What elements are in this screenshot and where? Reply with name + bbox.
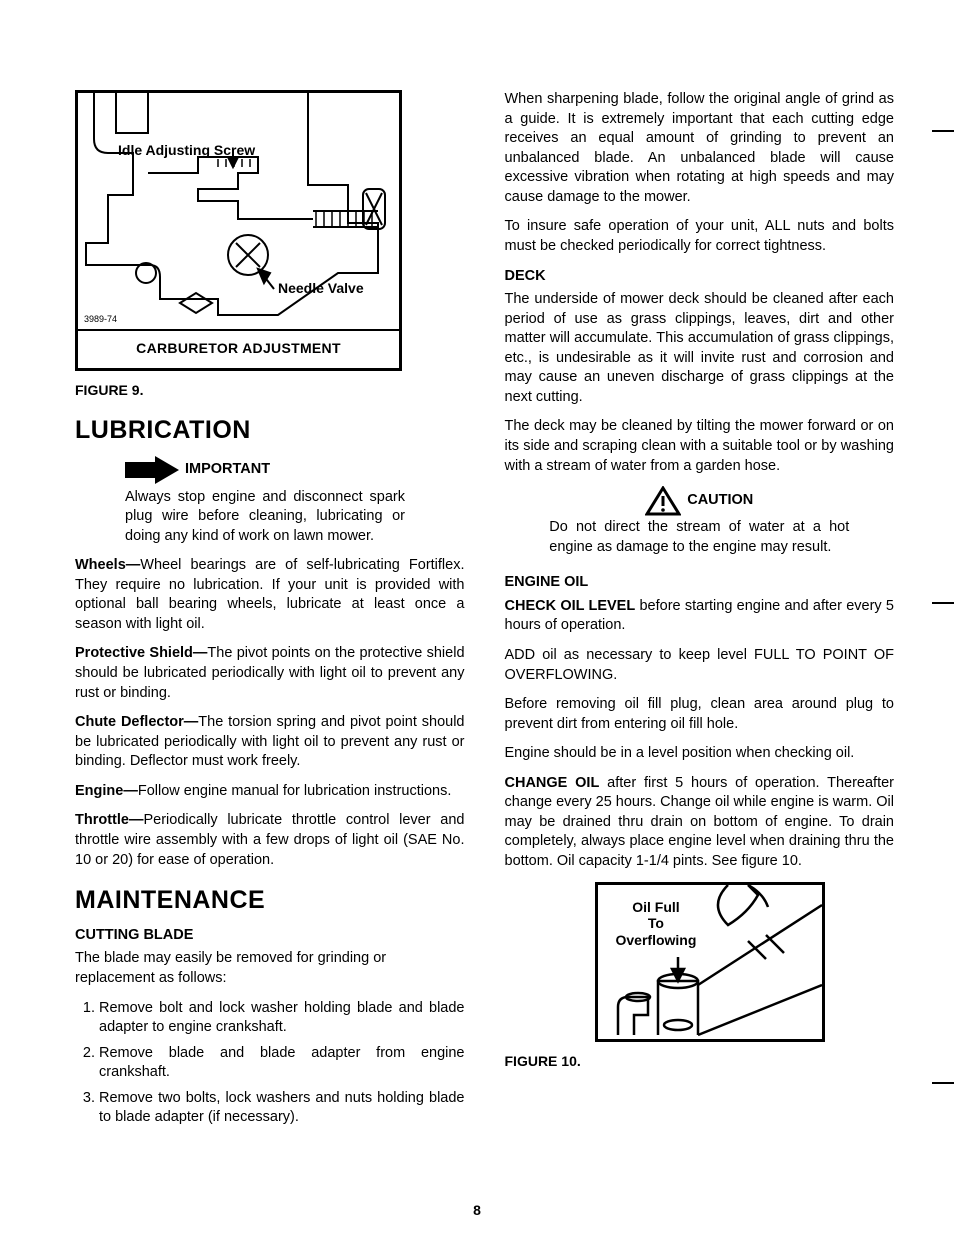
figure-9-box: Idle Adjusting Screw Needle Valve 3989-7… <box>75 90 402 371</box>
figure-9-label: FIGURE 9. <box>75 381 465 400</box>
engine-oil-heading: ENGINE OIL <box>505 573 895 593</box>
add-oil-para: ADD oil as necessary to keep level FULL … <box>505 646 895 685</box>
fig9-partnum: 3989-74 <box>84 313 117 325</box>
cutting-blade-heading: CUTTING BLADE <box>75 926 465 946</box>
page-number: 8 <box>0 1202 954 1218</box>
plug-para: Before removing oil fill plug, clean are… <box>505 695 895 734</box>
wheels-para: Wheels—Wheels—Wheel bearings are of self… <box>75 556 465 634</box>
nuts-para: To insure safe operation of your unit, A… <box>505 217 895 256</box>
shield-para: Protective Shield—The pivot points on th… <box>75 644 465 703</box>
blade-steps-list: Remove bolt and lock washer holding blad… <box>99 999 465 1128</box>
check-oil-para: CHECK OIL LEVEL before starting engine a… <box>505 597 895 636</box>
fig9-needle-callout: Needle Valve <box>278 279 364 298</box>
figure-9-illustration: Idle Adjusting Screw Needle Valve 3989-7… <box>78 93 399 331</box>
important-block: IMPORTANT Always stop engine and disconn… <box>125 456 465 547</box>
blade-step-3: Remove two bolts, lock washers and nuts … <box>99 1089 465 1128</box>
caution-body: Do not direct the stream of water at a h… <box>549 518 849 557</box>
deck-para-1: The underside of mower deck should be cl… <box>505 290 895 407</box>
deck-para-2: The deck may be cleaned by tilting the m… <box>505 417 895 476</box>
important-label: IMPORTANT <box>185 460 270 480</box>
caution-block: CAUTION Do not direct the stream of wate… <box>549 486 849 557</box>
figure-9-caption: CARBURETOR ADJUSTMENT <box>78 331 399 368</box>
caution-label: CAUTION <box>687 491 753 511</box>
arrow-right-icon <box>125 456 179 484</box>
fig10-callout: Oil FullToOverflowing <box>616 899 697 949</box>
level-para: Engine should be in a level position whe… <box>505 744 895 764</box>
maintenance-heading: MAINTENANCE <box>75 884 465 918</box>
sharpen-para: When sharpening blade, follow the origin… <box>505 90 895 207</box>
left-column: Idle Adjusting Screw Needle Valve 3989-7… <box>75 90 465 1138</box>
engine-para: Engine—Follow engine manual for lubricat… <box>75 782 465 802</box>
cutting-blade-intro: The blade may easily be removed for grin… <box>75 949 465 988</box>
throttle-para: Throttle—Periodically lubricate throttle… <box>75 811 465 870</box>
deck-heading: DECK <box>505 267 895 287</box>
important-body: Always stop engine and disconnect spark … <box>125 488 405 547</box>
figure-10-label: FIGURE 10. <box>505 1052 895 1071</box>
change-oil-para: CHANGE OIL after first 5 hours of operat… <box>505 774 895 872</box>
chute-para: Chute Deflector—The torsion spring and p… <box>75 713 465 772</box>
blade-step-2: Remove blade and blade adapter from engi… <box>99 1044 465 1083</box>
blade-step-1: Remove bolt and lock washer holding blad… <box>99 999 465 1038</box>
right-column: When sharpening blade, follow the origin… <box>505 90 895 1138</box>
caution-triangle-icon <box>645 486 681 516</box>
fig9-idle-callout: Idle Adjusting Screw <box>118 141 255 160</box>
figure-10-box: Oil FullToOverflowing <box>595 882 825 1042</box>
lubrication-heading: LUBRICATION <box>75 414 465 448</box>
